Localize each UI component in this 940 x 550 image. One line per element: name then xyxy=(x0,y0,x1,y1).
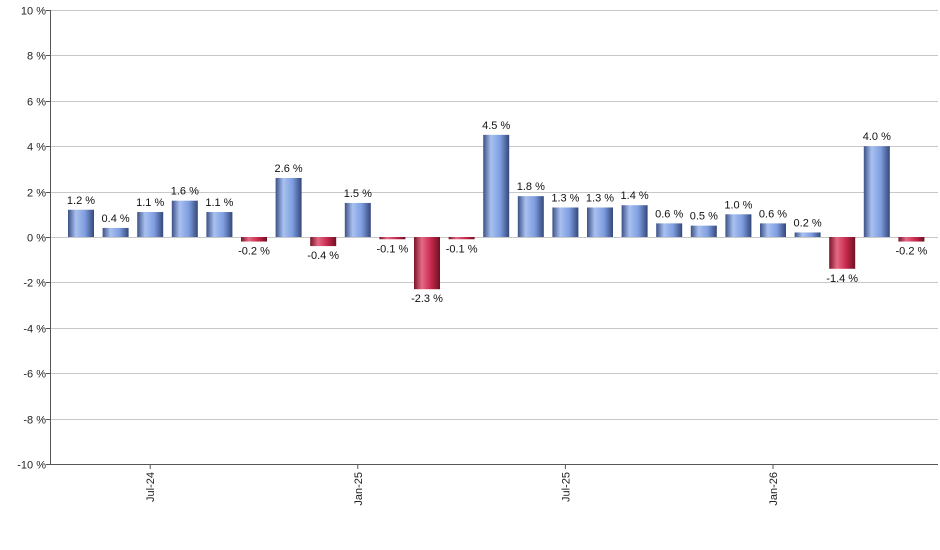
y-tick-label: -4 % xyxy=(23,324,46,336)
bar xyxy=(760,223,786,237)
bar xyxy=(206,212,233,237)
y-tick-label: 4 % xyxy=(27,142,46,154)
bar xyxy=(483,134,510,237)
data-label: 1.3 % xyxy=(586,192,614,204)
bar xyxy=(379,237,406,240)
grid-lines xyxy=(50,10,938,465)
data-label: 4.0 % xyxy=(863,131,891,143)
data-label: -2.3 % xyxy=(411,293,443,305)
bar xyxy=(656,223,683,237)
data-label: -0.2 % xyxy=(238,246,270,258)
y-tick-label: 8 % xyxy=(27,51,46,63)
data-label: -0.4 % xyxy=(307,250,339,262)
data-label: 1.1 % xyxy=(205,197,233,209)
bar xyxy=(102,227,129,237)
data-label: 1.5 % xyxy=(344,188,372,200)
bar xyxy=(587,207,613,237)
data-label: 0.4 % xyxy=(102,213,130,225)
bar xyxy=(690,225,717,237)
bars xyxy=(68,134,925,290)
bar xyxy=(621,205,648,237)
y-tick-label: -6 % xyxy=(23,369,46,381)
bar xyxy=(414,237,440,290)
data-label: 1.0 % xyxy=(724,199,752,211)
data-label: 0.2 % xyxy=(794,217,822,229)
bar xyxy=(275,177,302,237)
data-label: 1.3 % xyxy=(551,192,579,204)
x-tick-label: Jul-25 xyxy=(560,472,572,502)
y-tick-label: 10 % xyxy=(21,6,46,18)
x-tick-label: Jan-26 xyxy=(768,472,780,506)
bar xyxy=(552,207,579,237)
x-tick-label: Jan-25 xyxy=(353,472,365,506)
data-label: 4.5 % xyxy=(482,120,510,132)
data-label: 1.4 % xyxy=(621,190,649,202)
bar xyxy=(725,214,752,237)
data-label: 1.1 % xyxy=(136,197,164,209)
y-tick-label: 0 % xyxy=(27,233,46,245)
x-axis: Jul-24 Jan-25 Jul-25 Jan-26 xyxy=(50,464,938,506)
y-tick-label: 6 % xyxy=(27,97,46,109)
data-label: 2.6 % xyxy=(275,163,303,175)
y-tick-label: 2 % xyxy=(27,188,46,200)
data-label: 0.5 % xyxy=(690,211,718,223)
bar xyxy=(863,146,890,237)
y-tick-label: -10 % xyxy=(17,460,46,472)
data-label: 1.8 % xyxy=(517,181,545,193)
bar xyxy=(241,237,267,242)
data-labels: 1.2 % 0.4 % 1.1 % 1.6 % 1.1 % -0.2 % 2.6 % -0.4… xyxy=(67,120,928,305)
y-tick-label: -8 % xyxy=(23,415,46,427)
bar xyxy=(448,237,475,240)
bar xyxy=(310,237,337,247)
data-label: 0.6 % xyxy=(655,208,683,220)
data-label: -0.1 % xyxy=(377,243,409,255)
data-label: 0.6 % xyxy=(759,208,787,220)
bar xyxy=(517,196,544,237)
data-label: -0.2 % xyxy=(896,246,928,258)
data-label: -0.1 % xyxy=(446,243,478,255)
y-tick-label: -2 % xyxy=(23,278,46,290)
bar xyxy=(137,212,164,237)
bar xyxy=(898,237,925,242)
data-label: 1.6 % xyxy=(171,186,199,198)
y-axis: 10 % 8 % 6 % 4 % 2 % 0 % -2 % -4 % -6 % -8 % -10 % xyxy=(17,6,51,472)
x-tick-label: Jul-24 xyxy=(145,472,157,502)
bar xyxy=(829,237,856,269)
bar xyxy=(68,209,94,237)
bar xyxy=(344,202,371,237)
bar xyxy=(794,232,821,237)
bar xyxy=(171,200,198,237)
data-label: 1.2 % xyxy=(67,195,95,207)
data-label: -1.4 % xyxy=(826,273,858,285)
